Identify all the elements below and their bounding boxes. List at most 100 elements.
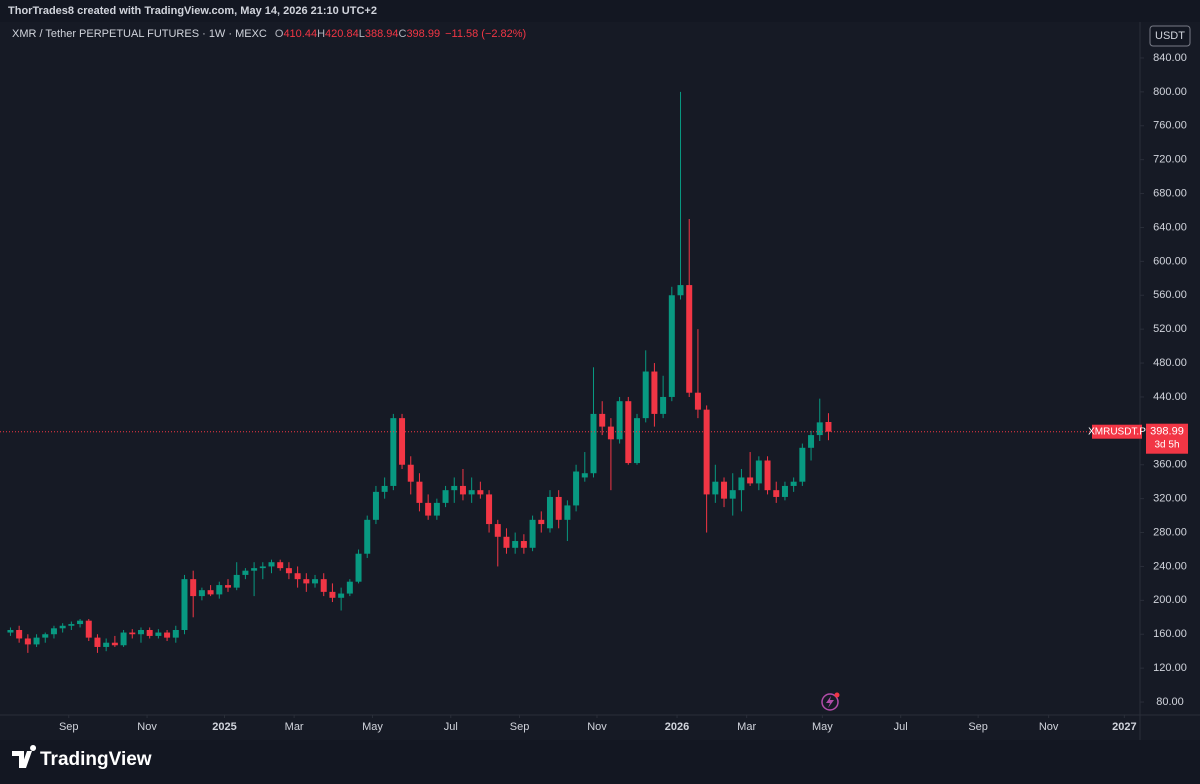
candle-body bbox=[155, 632, 162, 636]
ohlc-letter: O bbox=[275, 28, 284, 40]
candle-body bbox=[634, 418, 641, 464]
candle-body bbox=[503, 536, 510, 548]
candle-body bbox=[416, 481, 423, 503]
candle-body bbox=[781, 485, 788, 497]
candle-body bbox=[729, 490, 736, 499]
candle-body bbox=[703, 409, 710, 495]
price-tag-countdown: 3d 5h bbox=[1154, 439, 1179, 450]
y-tick-label: 120.00 bbox=[1153, 662, 1187, 674]
candle-body bbox=[329, 591, 336, 598]
ohlc-letter: C bbox=[398, 28, 406, 40]
candle-body bbox=[442, 490, 449, 503]
candle-body bbox=[381, 485, 388, 492]
candle-body bbox=[390, 418, 397, 486]
candle-body bbox=[259, 566, 266, 569]
candle-body bbox=[277, 562, 284, 569]
candle-body bbox=[146, 630, 153, 636]
alert-icon[interactable] bbox=[821, 692, 840, 711]
candle-body bbox=[137, 630, 144, 635]
candle-body bbox=[799, 447, 806, 482]
candle-body bbox=[564, 505, 571, 520]
candle-body bbox=[181, 579, 188, 630]
candle-body bbox=[164, 632, 171, 638]
candle-body bbox=[520, 541, 527, 548]
candle-body bbox=[790, 481, 797, 486]
change: −11.58 (−2.82%) bbox=[445, 28, 526, 40]
candle-body bbox=[538, 519, 545, 525]
candle-body bbox=[111, 642, 118, 646]
candle-body bbox=[338, 593, 345, 598]
candle-body bbox=[77, 620, 84, 625]
x-tick-label: Sep bbox=[968, 721, 988, 733]
y-tick-label: 200.00 bbox=[1153, 594, 1187, 606]
x-tick-label: Nov bbox=[1039, 721, 1059, 733]
candle-body bbox=[216, 585, 223, 595]
candle-body bbox=[660, 396, 667, 414]
candle-body bbox=[172, 630, 179, 638]
candle-body bbox=[251, 568, 258, 571]
candle-body bbox=[451, 485, 458, 491]
candle-body bbox=[94, 637, 101, 647]
candle-body bbox=[616, 401, 623, 440]
candle-body bbox=[103, 642, 110, 647]
candle-body bbox=[738, 477, 745, 491]
candle-body bbox=[625, 401, 632, 464]
candle-body bbox=[494, 524, 501, 537]
ohlc-value: 398.99 bbox=[406, 28, 440, 40]
candle-body bbox=[294, 573, 301, 580]
candle-body bbox=[677, 285, 684, 296]
candle-body bbox=[825, 422, 832, 432]
icon-ring[interactable] bbox=[821, 693, 839, 711]
candle-body bbox=[546, 496, 553, 529]
x-tick-label: Nov bbox=[587, 721, 607, 733]
y-tick-label: 720.00 bbox=[1153, 154, 1187, 166]
currency[interactable]: USDT bbox=[1155, 30, 1185, 42]
price-tag-value: 398.99 bbox=[1150, 426, 1184, 438]
candle-body bbox=[668, 295, 675, 397]
candle-body bbox=[712, 481, 719, 495]
candle-body bbox=[68, 624, 75, 626]
candle-body bbox=[747, 477, 754, 484]
x-tick-label: Nov bbox=[137, 721, 157, 733]
x-tick-label: 2026 bbox=[665, 721, 689, 733]
y-tick-label: 440.00 bbox=[1153, 391, 1187, 403]
logo-mark bbox=[12, 745, 37, 768]
candle-body bbox=[581, 473, 588, 478]
x-tick-label: Sep bbox=[59, 721, 79, 733]
currency-button[interactable] bbox=[1149, 25, 1191, 47]
candle-body bbox=[268, 562, 275, 567]
candle-body bbox=[285, 568, 292, 574]
ohlc-value: 420.84 bbox=[325, 28, 359, 40]
x-tick-label: Sep bbox=[510, 721, 530, 733]
candle-body bbox=[686, 285, 693, 393]
price-tag bbox=[1146, 423, 1188, 454]
candle-body bbox=[721, 481, 728, 499]
y-tick-label: 560.00 bbox=[1153, 289, 1187, 301]
candle-body bbox=[16, 630, 23, 639]
x-tick-label: 2027 bbox=[1112, 721, 1136, 733]
candle-body bbox=[808, 435, 815, 448]
watermark: ThorTrades8 created with TradingView.com… bbox=[8, 5, 377, 17]
candle-body bbox=[607, 426, 614, 440]
x-tick-label: Mar bbox=[737, 721, 756, 733]
candle-body bbox=[459, 485, 466, 495]
candle-body bbox=[242, 570, 249, 575]
candle-body bbox=[512, 541, 519, 548]
candle-body bbox=[33, 637, 40, 645]
symbol-header: XMR / Tether PERPETUAL FUTURES · 1W · ME… bbox=[12, 28, 526, 40]
icon-dot[interactable] bbox=[834, 692, 840, 698]
y-tick-label: 760.00 bbox=[1153, 120, 1187, 132]
candle-body bbox=[24, 638, 31, 645]
candle-body bbox=[590, 413, 597, 474]
icon-bolt[interactable] bbox=[826, 696, 834, 708]
chart-pane bbox=[0, 22, 1200, 740]
x-tick-label: Mar bbox=[285, 721, 304, 733]
x-tick-label: Jul bbox=[894, 721, 908, 733]
candle-body bbox=[85, 620, 92, 638]
candle-body bbox=[764, 460, 771, 491]
candle-body bbox=[303, 579, 310, 584]
ohlc-value: 410.44 bbox=[283, 28, 317, 40]
candle-body bbox=[129, 632, 136, 635]
candle-body bbox=[573, 471, 580, 506]
